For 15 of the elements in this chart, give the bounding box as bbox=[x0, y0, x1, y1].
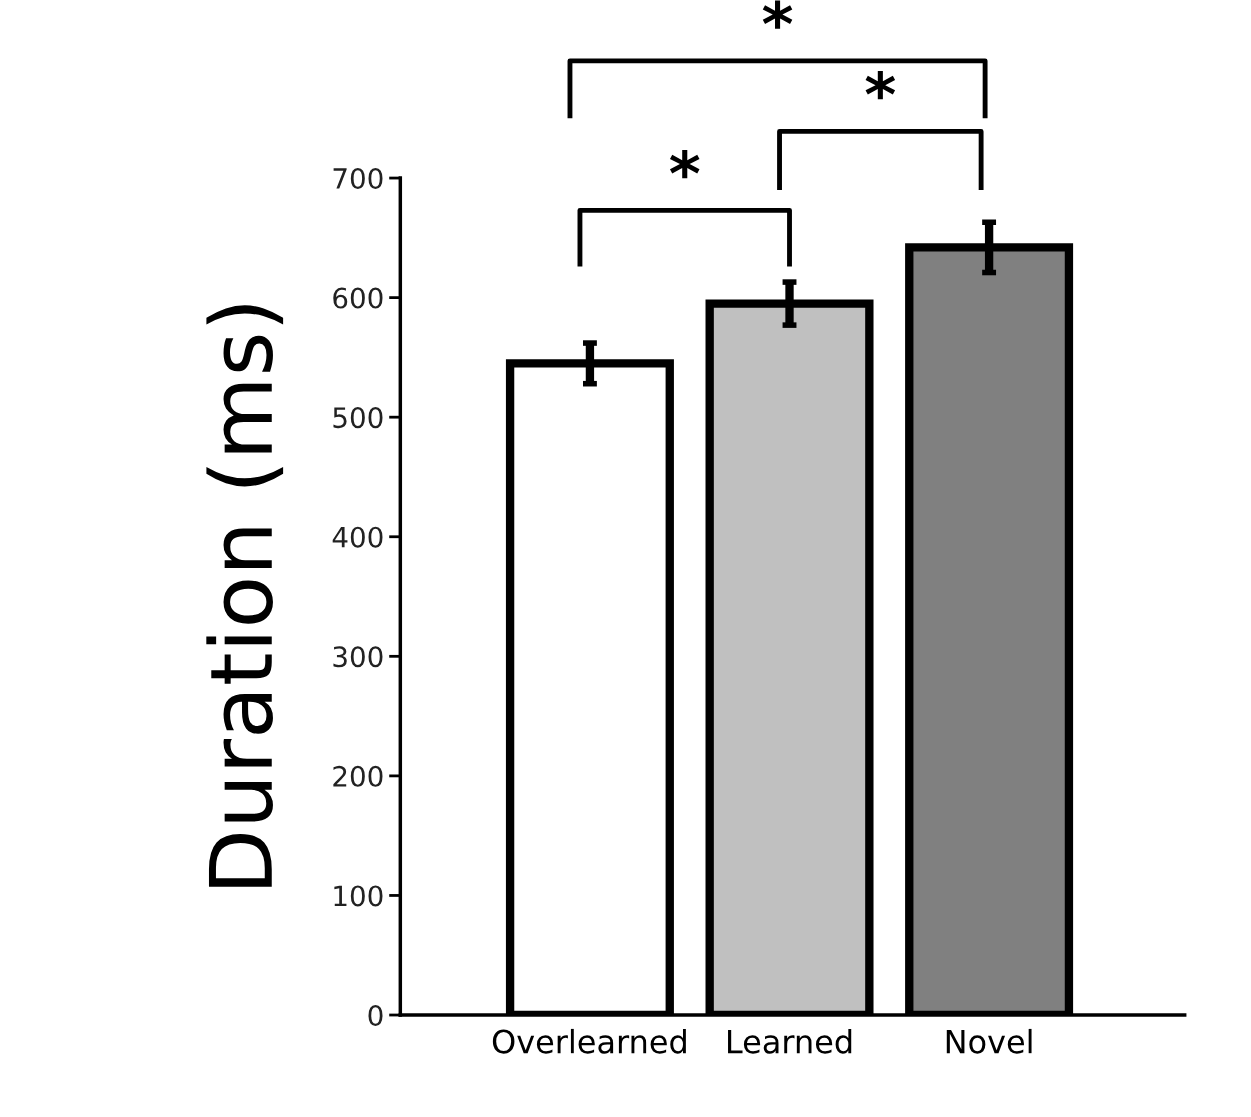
annotation: * bbox=[669, 149, 700, 179]
y-tick-label: 100 bbox=[334, 885, 383, 907]
text: * bbox=[762, 0, 793, 29]
y-tick-label: 400 bbox=[332, 526, 383, 548]
y-tick-label: 700 bbox=[333, 167, 383, 189]
y-tick-label: 200 bbox=[333, 765, 383, 787]
y-tick-label: 0 bbox=[368, 1004, 383, 1026]
y-axis-title: Duration (ms) bbox=[206, 305, 284, 887]
y-tick-label: 600 bbox=[333, 287, 383, 309]
x-tick-label: Overlearned bbox=[492, 1028, 686, 1054]
y-tick-label: 500 bbox=[333, 407, 383, 429]
x-tick-label: Novel bbox=[946, 1028, 1032, 1054]
x-tick-label: Learned bbox=[728, 1028, 852, 1054]
text: * bbox=[865, 70, 896, 100]
y-tick-label: 300 bbox=[333, 646, 383, 668]
